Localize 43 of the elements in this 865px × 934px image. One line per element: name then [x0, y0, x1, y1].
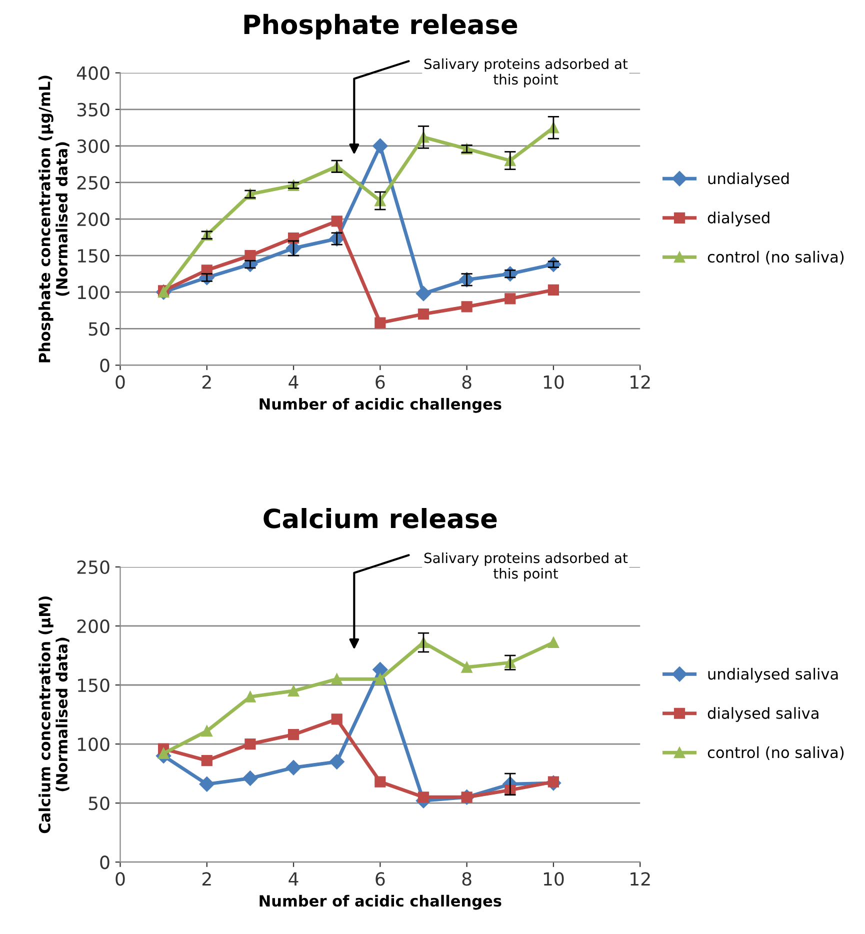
x-tick-label: 4 [288, 872, 298, 886]
x-tick-label: 6 [376, 872, 385, 886]
chart-title: Phosphate release [244, 14, 518, 40]
y-tick-label: 100 [78, 286, 110, 300]
x-tick-label: 8 [462, 872, 472, 886]
y-tick-label: 200 [77, 619, 110, 634]
x-tick-label: 6 [376, 375, 385, 389]
x-axis-title: Number of acidic challenges [260, 894, 502, 910]
x-tick-label: 10 [544, 375, 564, 389]
y-tick-label: 400 [76, 66, 110, 80]
y-tick-label: 50 [88, 796, 110, 810]
x-tick-label: 0 [116, 375, 125, 389]
y-tick-label: 100 [78, 737, 110, 752]
legend-label: undialysed [708, 172, 789, 188]
x-tick-label: 12 [630, 872, 650, 886]
x-tick-label: 4 [288, 375, 298, 389]
legend-label: control (no saliva) [708, 746, 844, 760]
x-tick-label: 12 [630, 375, 650, 389]
annotation: Salivary proteins adsorbed at this point [424, 552, 628, 582]
y-axis-title: Phosphate concentration (µg/mL) (Normalised data) [38, 76, 70, 362]
x-tick-label: 0 [116, 872, 125, 886]
annotation: Salivary proteins adsorbed at this point [424, 58, 628, 88]
y-tick-label: 0 [100, 358, 110, 372]
x-tick-label: 8 [462, 375, 472, 389]
chart-title: Calcium release [264, 508, 497, 528]
x-tick-label: 2 [202, 375, 211, 389]
y-tick-label: 350 [77, 102, 110, 117]
y-tick-label: 150 [78, 249, 110, 263]
legend-label: dialysed [708, 212, 770, 226]
y-tick-label: 250 [77, 176, 110, 190]
legend-label: dialysed saliva [708, 707, 818, 722]
y-tick-label: 150 [78, 678, 110, 692]
y-tick-label: 300 [77, 139, 110, 154]
y-tick-label: 0 [100, 856, 110, 870]
legend-label: undialysed saliva [708, 668, 838, 683]
x-tick-label: 10 [544, 872, 564, 886]
x-axis-title: Number of acidic challenges [260, 398, 502, 413]
legend-label: control (no saliva) [708, 250, 844, 264]
y-tick-label: 50 [88, 322, 110, 336]
y-tick-label: 250 [77, 560, 110, 574]
y-tick-label: 200 [77, 212, 110, 226]
x-tick-label: 2 [202, 872, 211, 886]
y-axis-title: Calcium concentration (µM) (Normalised data) [38, 596, 70, 834]
